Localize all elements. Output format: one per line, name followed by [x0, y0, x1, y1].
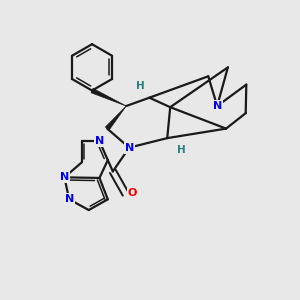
Text: N: N	[212, 101, 222, 111]
Text: H: H	[176, 145, 185, 155]
Text: N: N	[64, 194, 74, 204]
Polygon shape	[105, 106, 126, 130]
Text: N: N	[124, 142, 134, 153]
Text: O: O	[128, 188, 137, 198]
Polygon shape	[91, 88, 126, 106]
Text: N: N	[60, 172, 69, 182]
Text: N: N	[95, 136, 104, 146]
Text: H: H	[136, 81, 145, 92]
